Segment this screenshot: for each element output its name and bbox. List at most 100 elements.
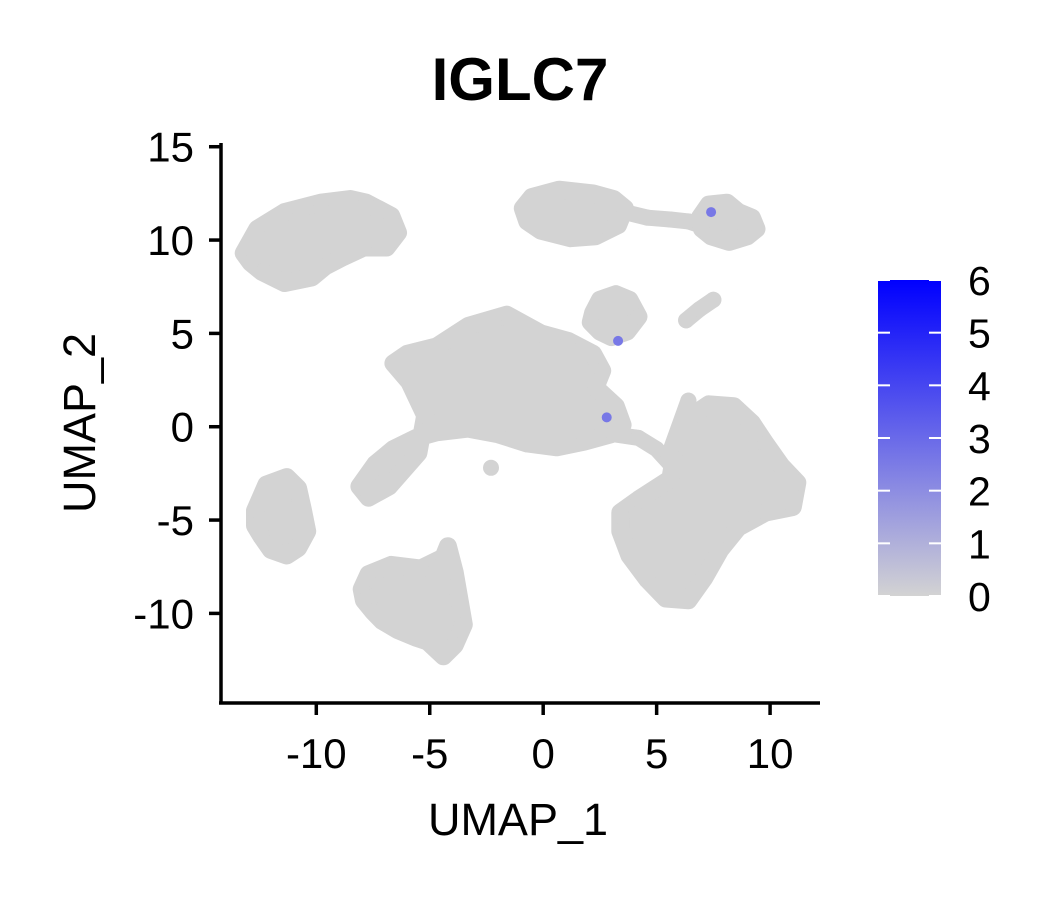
point <box>399 345 416 362</box>
point <box>519 213 536 230</box>
y-axis-title: UMAP_2 <box>54 333 105 513</box>
point <box>385 441 402 458</box>
point <box>299 523 316 540</box>
legend-tick-label: 0 <box>968 574 991 620</box>
legend-tick-label: 2 <box>968 469 991 515</box>
point <box>358 194 375 211</box>
point <box>294 500 311 517</box>
point <box>616 204 633 221</box>
point <box>605 191 622 207</box>
point <box>532 325 549 342</box>
point <box>718 194 735 211</box>
point <box>367 456 384 473</box>
point <box>613 335 624 346</box>
point <box>483 459 500 476</box>
point <box>410 444 427 461</box>
point <box>612 504 629 521</box>
point <box>678 312 695 329</box>
point <box>360 489 377 506</box>
point <box>498 306 515 323</box>
point <box>408 429 425 446</box>
point <box>249 220 266 237</box>
point <box>562 230 579 247</box>
point <box>253 263 270 280</box>
legend-tick-label: 4 <box>968 363 991 409</box>
cluster-right-large <box>611 395 807 610</box>
point <box>607 398 624 415</box>
point <box>435 648 452 665</box>
legend-tick-label: 3 <box>968 416 991 462</box>
point <box>639 209 656 226</box>
color-legend: 0 1 2 3 4 5 6 <box>878 258 991 620</box>
cluster-center-stray <box>483 459 500 476</box>
y-tick-label: 0 <box>171 404 194 451</box>
point <box>621 291 638 308</box>
point <box>739 228 756 245</box>
point <box>519 435 536 452</box>
point <box>355 239 372 256</box>
point <box>278 547 295 564</box>
point <box>784 499 801 515</box>
point <box>242 254 259 271</box>
x-tick-label: 5 <box>645 730 668 777</box>
point <box>412 560 429 577</box>
point <box>335 248 352 265</box>
x-tick-label: 10 <box>747 730 794 777</box>
point <box>365 603 382 620</box>
point <box>523 189 540 206</box>
point <box>619 323 636 340</box>
y-tick-label: 5 <box>171 310 194 357</box>
point <box>725 398 742 415</box>
point <box>446 637 463 654</box>
chart-title: IGLC7 <box>432 46 609 113</box>
point <box>610 217 627 234</box>
legend-tick-label: 5 <box>968 311 991 357</box>
point <box>290 480 307 497</box>
point <box>355 592 372 609</box>
point <box>439 538 456 555</box>
point <box>605 426 622 443</box>
point-trail <box>605 426 679 473</box>
point <box>680 592 697 609</box>
point <box>757 435 774 452</box>
point <box>389 622 406 639</box>
point <box>560 332 577 349</box>
point-trail <box>662 392 697 459</box>
point <box>360 566 377 583</box>
point <box>591 291 608 308</box>
y-ticks: 15 10 5 0 -5 -10 <box>133 124 221 637</box>
point <box>576 433 593 450</box>
point <box>601 412 612 423</box>
point <box>630 429 647 446</box>
point <box>757 504 774 521</box>
cluster-upper-right-left-lobe <box>513 180 634 248</box>
point <box>662 471 679 487</box>
point <box>303 269 320 286</box>
point <box>262 541 279 558</box>
point <box>630 308 647 325</box>
point <box>378 239 395 256</box>
point <box>317 258 334 275</box>
point <box>276 204 293 221</box>
point <box>428 424 445 441</box>
point <box>460 420 477 437</box>
point <box>548 439 565 456</box>
point <box>696 569 713 586</box>
x-tick-label: -10 <box>286 730 347 777</box>
point <box>489 426 506 443</box>
point <box>532 222 549 239</box>
point <box>607 286 624 303</box>
cluster-upper-left <box>234 190 407 292</box>
point <box>648 441 665 458</box>
point <box>587 228 604 245</box>
point <box>721 233 738 250</box>
point <box>582 314 599 331</box>
point <box>312 194 329 211</box>
point <box>383 207 400 224</box>
point <box>789 474 806 491</box>
point <box>385 355 402 372</box>
point <box>585 185 602 202</box>
point <box>621 547 638 564</box>
cluster-left <box>246 468 317 565</box>
